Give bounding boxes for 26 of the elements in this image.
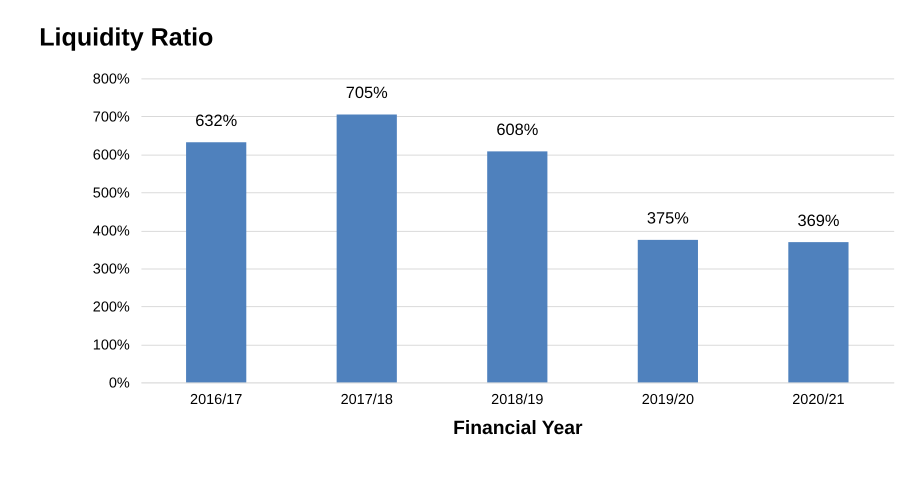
x-tick-label: 2019/20: [642, 392, 694, 408]
y-tick-label: 700%: [92, 110, 130, 126]
data-label: 375%: [646, 209, 689, 228]
bar: [638, 240, 698, 382]
x-tick-label: 2016/17: [190, 392, 242, 408]
y-tick-label: 500%: [92, 186, 130, 202]
y-tick-label: 300%: [92, 262, 130, 278]
y-tick-label: 100%: [92, 338, 130, 354]
x-tick-label: 2018/19: [491, 392, 544, 408]
bar: [336, 114, 397, 382]
x-tick-label: 2020/21: [792, 392, 845, 408]
y-tick-label: 800%: [92, 72, 130, 88]
y-tick-label: 600%: [92, 148, 130, 164]
x-tick-label: 2017/18: [340, 392, 393, 408]
data-label: 608%: [496, 120, 538, 139]
data-label: 632%: [195, 112, 238, 130]
data-label: 705%: [346, 84, 388, 102]
y-tick-label: 400%: [92, 224, 130, 240]
x-axis-title: Financial Year: [453, 418, 583, 440]
chart-title: Liquidity Ratio: [39, 24, 214, 52]
y-tick-label: 200%: [92, 300, 130, 316]
bar: [487, 151, 548, 382]
y-tick-label: 0%: [108, 376, 130, 392]
bar: [186, 142, 246, 382]
bar: [788, 242, 849, 382]
data-label: 369%: [797, 212, 840, 230]
